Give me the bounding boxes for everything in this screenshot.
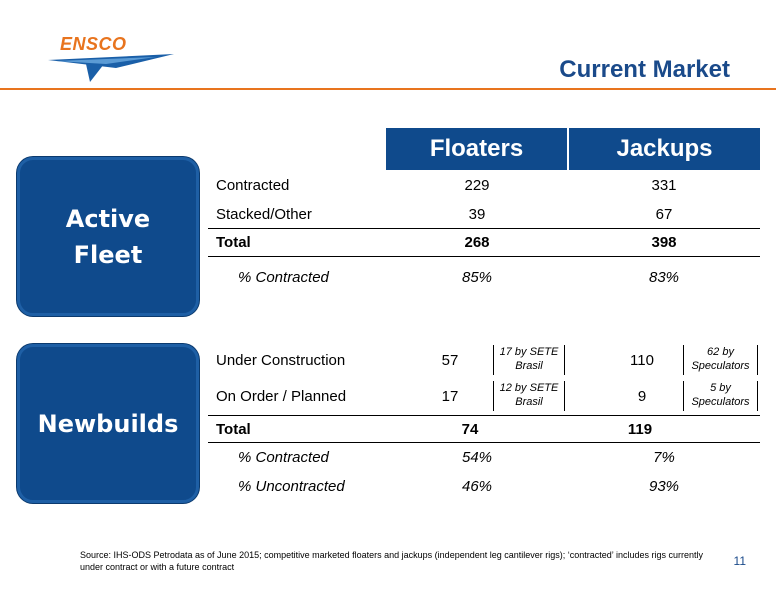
row-label-on-order: On Order / Planned [216, 388, 347, 405]
value-jackups-pct-contracted: 83% [648, 269, 680, 286]
active-fleet-label-line1: Active [65, 204, 151, 233]
value-jackups-newbuilds-total: 119 [627, 421, 653, 438]
ensco-logo: ENSCO [46, 34, 176, 84]
note-line: 17 by SETE [499, 346, 559, 358]
value-jackups-under-construction: 110 [630, 352, 654, 369]
logo-text: ENSCO [60, 34, 127, 54]
column-header-jackups: Jackups [569, 128, 760, 170]
value-floaters-pct-contracted: 85% [461, 269, 493, 286]
total-divider-top [208, 228, 760, 229]
note-line: 12 by SETE [499, 382, 559, 394]
value-floaters-stacked: 39 [468, 206, 486, 223]
value-jackups-total: 398 [651, 234, 677, 251]
newbuilds-box: Newbuilds [17, 344, 199, 503]
value-floaters-contracted: 229 [464, 177, 490, 194]
logo-swoosh-icon [48, 54, 174, 82]
column-header-floaters: Floaters [386, 128, 567, 170]
note-line: Speculators [691, 396, 750, 408]
row-label-contracted: Contracted [216, 177, 290, 194]
row-label-total: Total [216, 234, 251, 251]
row-label-newbuilds-pct-uncontracted: % Uncontracted [238, 478, 345, 495]
source-footnote: Source: IHS-ODS Petrodata as of June 201… [80, 550, 703, 572]
row-label-stacked: Stacked/Other [216, 206, 312, 223]
note-line: Brasil [515, 396, 543, 408]
newbuilds-total-divider-top [208, 415, 760, 416]
value-floaters-on-order: 17 [441, 388, 459, 405]
value-jackups-newbuilds-pct-contracted: 7% [653, 449, 675, 466]
row-label-pct-contracted: % Contracted [238, 269, 329, 286]
note-floaters-under-construction: 17 by SETE Brasil [493, 345, 565, 375]
row-label-under-construction: Under Construction [216, 352, 346, 369]
note-line: Speculators [691, 360, 750, 372]
page-number: 11 [733, 554, 746, 568]
value-jackups-newbuilds-pct-uncontracted: 93% [648, 478, 680, 495]
page-title: Current Market [559, 56, 730, 83]
newbuilds-label: Newbuilds [37, 409, 179, 438]
active-fleet-label-line2: Fleet [73, 240, 143, 269]
value-floaters-newbuilds-total: 74 [461, 421, 479, 438]
value-floaters-under-construction: 57 [441, 352, 459, 369]
value-floaters-newbuilds-pct-uncontracted: 46% [461, 478, 493, 495]
note-line: 5 by [710, 382, 731, 394]
value-jackups-stacked: 67 [655, 206, 673, 223]
note-line: Brasil [515, 360, 543, 372]
row-label-newbuilds-pct-contracted: % Contracted [238, 449, 329, 466]
active-fleet-box: Active Fleet [17, 157, 199, 316]
value-jackups-contracted: 331 [651, 177, 677, 194]
value-floaters-total: 268 [464, 234, 490, 251]
row-label-newbuilds-total: Total [216, 421, 251, 438]
note-floaters-on-order: 12 by SETE Brasil [493, 381, 565, 411]
value-floaters-newbuilds-pct-contracted: 54% [461, 449, 493, 466]
note-line: 62 by [707, 346, 734, 358]
title-divider [0, 88, 776, 90]
newbuilds-total-divider-bottom [208, 442, 760, 443]
value-jackups-on-order: 9 [637, 388, 647, 405]
note-jackups-under-construction: 62 by Speculators [683, 345, 758, 375]
total-divider-bottom [208, 256, 760, 257]
note-jackups-on-order: 5 by Speculators [683, 381, 758, 411]
